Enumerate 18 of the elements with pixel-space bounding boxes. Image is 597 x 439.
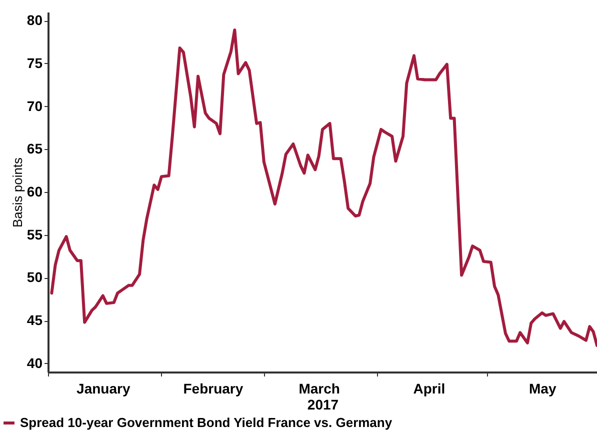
x-tick-label: February xyxy=(183,380,244,396)
y-tick-label: 65 xyxy=(26,140,43,157)
x-tick-label: January xyxy=(76,380,130,396)
y-tick-label: 70 xyxy=(26,98,43,114)
y-tick-label: 75 xyxy=(26,54,43,71)
x-tick-label: April xyxy=(413,380,446,396)
x-axis-title: 2017 xyxy=(307,396,339,412)
y-tick-label: 60 xyxy=(26,184,43,200)
legend-label: Spread 10-year Government Bond Yield France vs. Germany xyxy=(20,415,393,430)
y-tick-label: 55 xyxy=(26,226,43,242)
y-tick-label: 50 xyxy=(26,269,43,286)
y-tick-label: 45 xyxy=(26,312,43,328)
x-tick-label: May xyxy=(528,380,556,396)
y-tick-label: 80 xyxy=(26,12,43,28)
y-axis-title: Basis points xyxy=(10,156,25,228)
y-tick-label: 40 xyxy=(26,354,43,371)
line-series xyxy=(50,28,597,347)
x-tick-label: March xyxy=(298,380,340,396)
